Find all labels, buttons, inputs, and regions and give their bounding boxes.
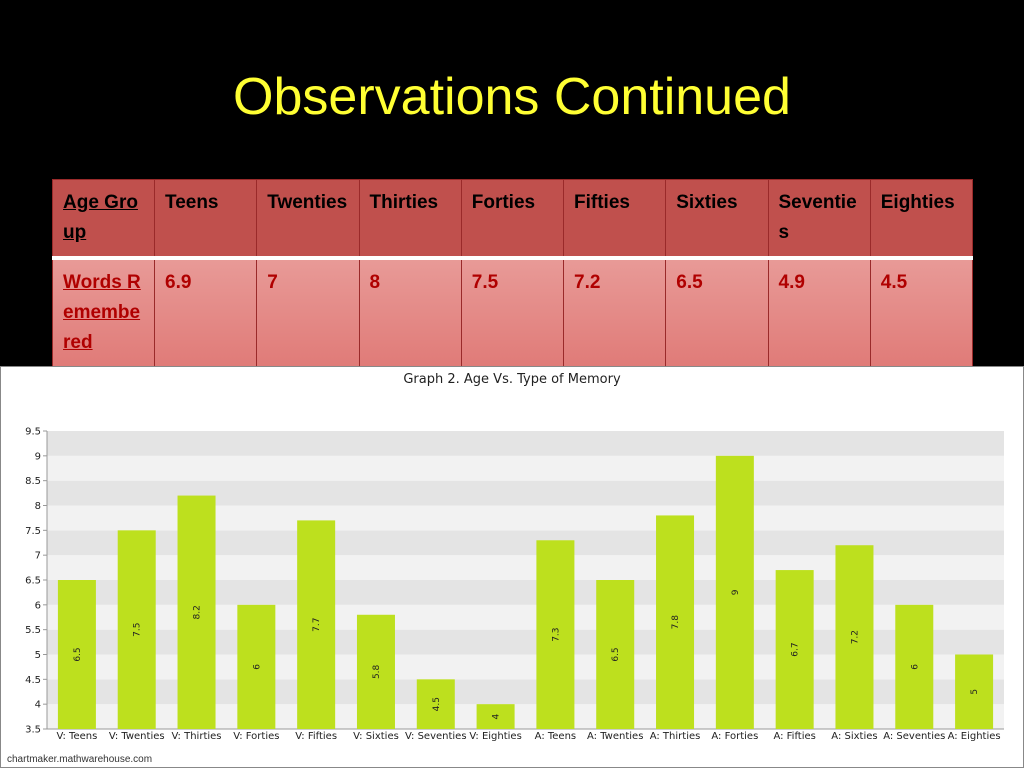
header-age-group[interactable]: Age Group (52, 179, 155, 260)
bar (177, 495, 216, 729)
x-tick-label: V: Thirties (172, 731, 222, 742)
grid-band (47, 455, 1004, 481)
table-row: Words Remembered 6.9 7 8 7.5 7.2 6.5 4.9… (52, 257, 974, 367)
bar-data-label: 7.3 (551, 627, 561, 641)
x-tick-label: A: Twenties (587, 731, 643, 742)
y-tick-label: 7 (35, 551, 41, 562)
x-tick-label: V: Twenties (109, 731, 165, 742)
value-thirties: 8 (358, 257, 462, 367)
bar-data-label: 6.7 (791, 642, 801, 656)
bar (596, 580, 635, 729)
x-tick-label: A: Sixties (831, 731, 877, 742)
header-teens: Teens (153, 179, 258, 260)
bar (356, 614, 395, 729)
header-seventies: Seventies (767, 179, 871, 260)
header-forties: Forties (460, 179, 565, 260)
y-tick-label: 9.5 (25, 427, 41, 438)
bar (835, 545, 874, 729)
chart-footer-credit: chartmaker.mathwarehouse.com (7, 754, 153, 765)
bar (57, 580, 96, 729)
bar (416, 679, 455, 729)
x-tick-label: V: Teens (56, 731, 97, 742)
bar (715, 455, 754, 729)
y-tick-label: 6.5 (25, 576, 41, 587)
bar (476, 704, 515, 729)
bar-data-label: 7.5 (133, 623, 143, 637)
y-tick-label: 7.5 (25, 526, 41, 537)
bar (656, 515, 695, 729)
header-sixties: Sixties (665, 179, 769, 260)
bar (955, 654, 994, 729)
y-tick-label: 8 (35, 501, 41, 512)
bar-data-label: 9 (731, 589, 741, 595)
bar-data-label: 6 (910, 664, 920, 670)
y-tick-label: 5.5 (25, 625, 41, 636)
x-tick-label: V: Fifties (295, 731, 337, 742)
value-teens: 6.9 (153, 257, 258, 367)
value-seventies: 4.9 (767, 257, 871, 367)
x-tick-label: A: Fifties (773, 731, 815, 742)
bar-data-label: 6.5 (611, 647, 621, 661)
y-tick-label: 4 (35, 700, 41, 711)
bar-chart: Graph 2. Age Vs. Type of Memory 3.5 4 4.5 5 5… (25, 372, 1004, 742)
header-eighties: Eighties (869, 179, 974, 260)
header-thirties: Thirties (358, 179, 462, 260)
y-tick-label: 5 (35, 650, 41, 661)
x-tick-label: V: Forties (233, 731, 279, 742)
table-header-row: Age Group Teens Twenties Thirties Fortie… (52, 179, 974, 260)
x-tick-label: A: Eighties (948, 731, 1001, 742)
y-tick-label: 6 (35, 600, 41, 611)
words-remembered-table: Age Group Teens Twenties Thirties Fortie… (52, 179, 974, 367)
chart-title: Graph 2. Age Vs. Type of Memory (403, 372, 621, 387)
y-tick-label: 4.5 (25, 675, 41, 686)
bar-data-label: 8.2 (193, 605, 203, 619)
x-tick-label: A: Seventies (883, 731, 945, 742)
bar (895, 604, 934, 729)
bar (117, 530, 156, 729)
slide-title: Observations Continued (233, 68, 791, 126)
value-sixties: 6.5 (665, 257, 769, 367)
bar-data-label: 5 (970, 689, 980, 695)
value-eighties: 4.5 (869, 257, 974, 367)
y-tick-label: 3.5 (25, 725, 41, 736)
header-twenties: Twenties (256, 179, 360, 260)
grid-band (47, 431, 1004, 456)
x-tick-label: A: Forties (711, 731, 758, 742)
bar-data-label: 7.2 (850, 630, 860, 644)
value-forties: 7.5 (460, 257, 565, 367)
chart-panel: Graph 2. Age Vs. Type of Memory 3.5 4 4.5 5 5… (0, 366, 1024, 768)
bar-data-label: 5.8 (372, 664, 382, 679)
bar-data-label: 4 (492, 713, 502, 719)
bar (297, 520, 336, 729)
x-tick-label: V: Seventies (405, 731, 467, 742)
bar (775, 570, 814, 729)
value-twenties: 7 (256, 257, 360, 367)
bar-data-label: 6 (252, 664, 262, 670)
x-tick-label: V: Eighties (469, 731, 521, 742)
bar-data-label: 4.5 (432, 697, 442, 711)
x-tick-label: A: Teens (535, 731, 576, 742)
y-tick-label: 9 (35, 451, 41, 462)
bar (237, 604, 276, 729)
y-tick-label: 8.5 (25, 476, 41, 487)
x-tick-label: V: Sixties (353, 731, 399, 742)
header-fifties: Fifties (562, 179, 667, 260)
value-fifties: 7.2 (562, 257, 667, 367)
bar-data-label: 6.5 (73, 647, 83, 661)
x-tick-label: A: Thirties (650, 731, 701, 742)
bar-data-label: 7.8 (671, 615, 681, 630)
row-label-words-remembered[interactable]: Words Remembered (52, 257, 155, 367)
bar (536, 540, 575, 729)
bar-data-label: 7.7 (312, 618, 322, 632)
